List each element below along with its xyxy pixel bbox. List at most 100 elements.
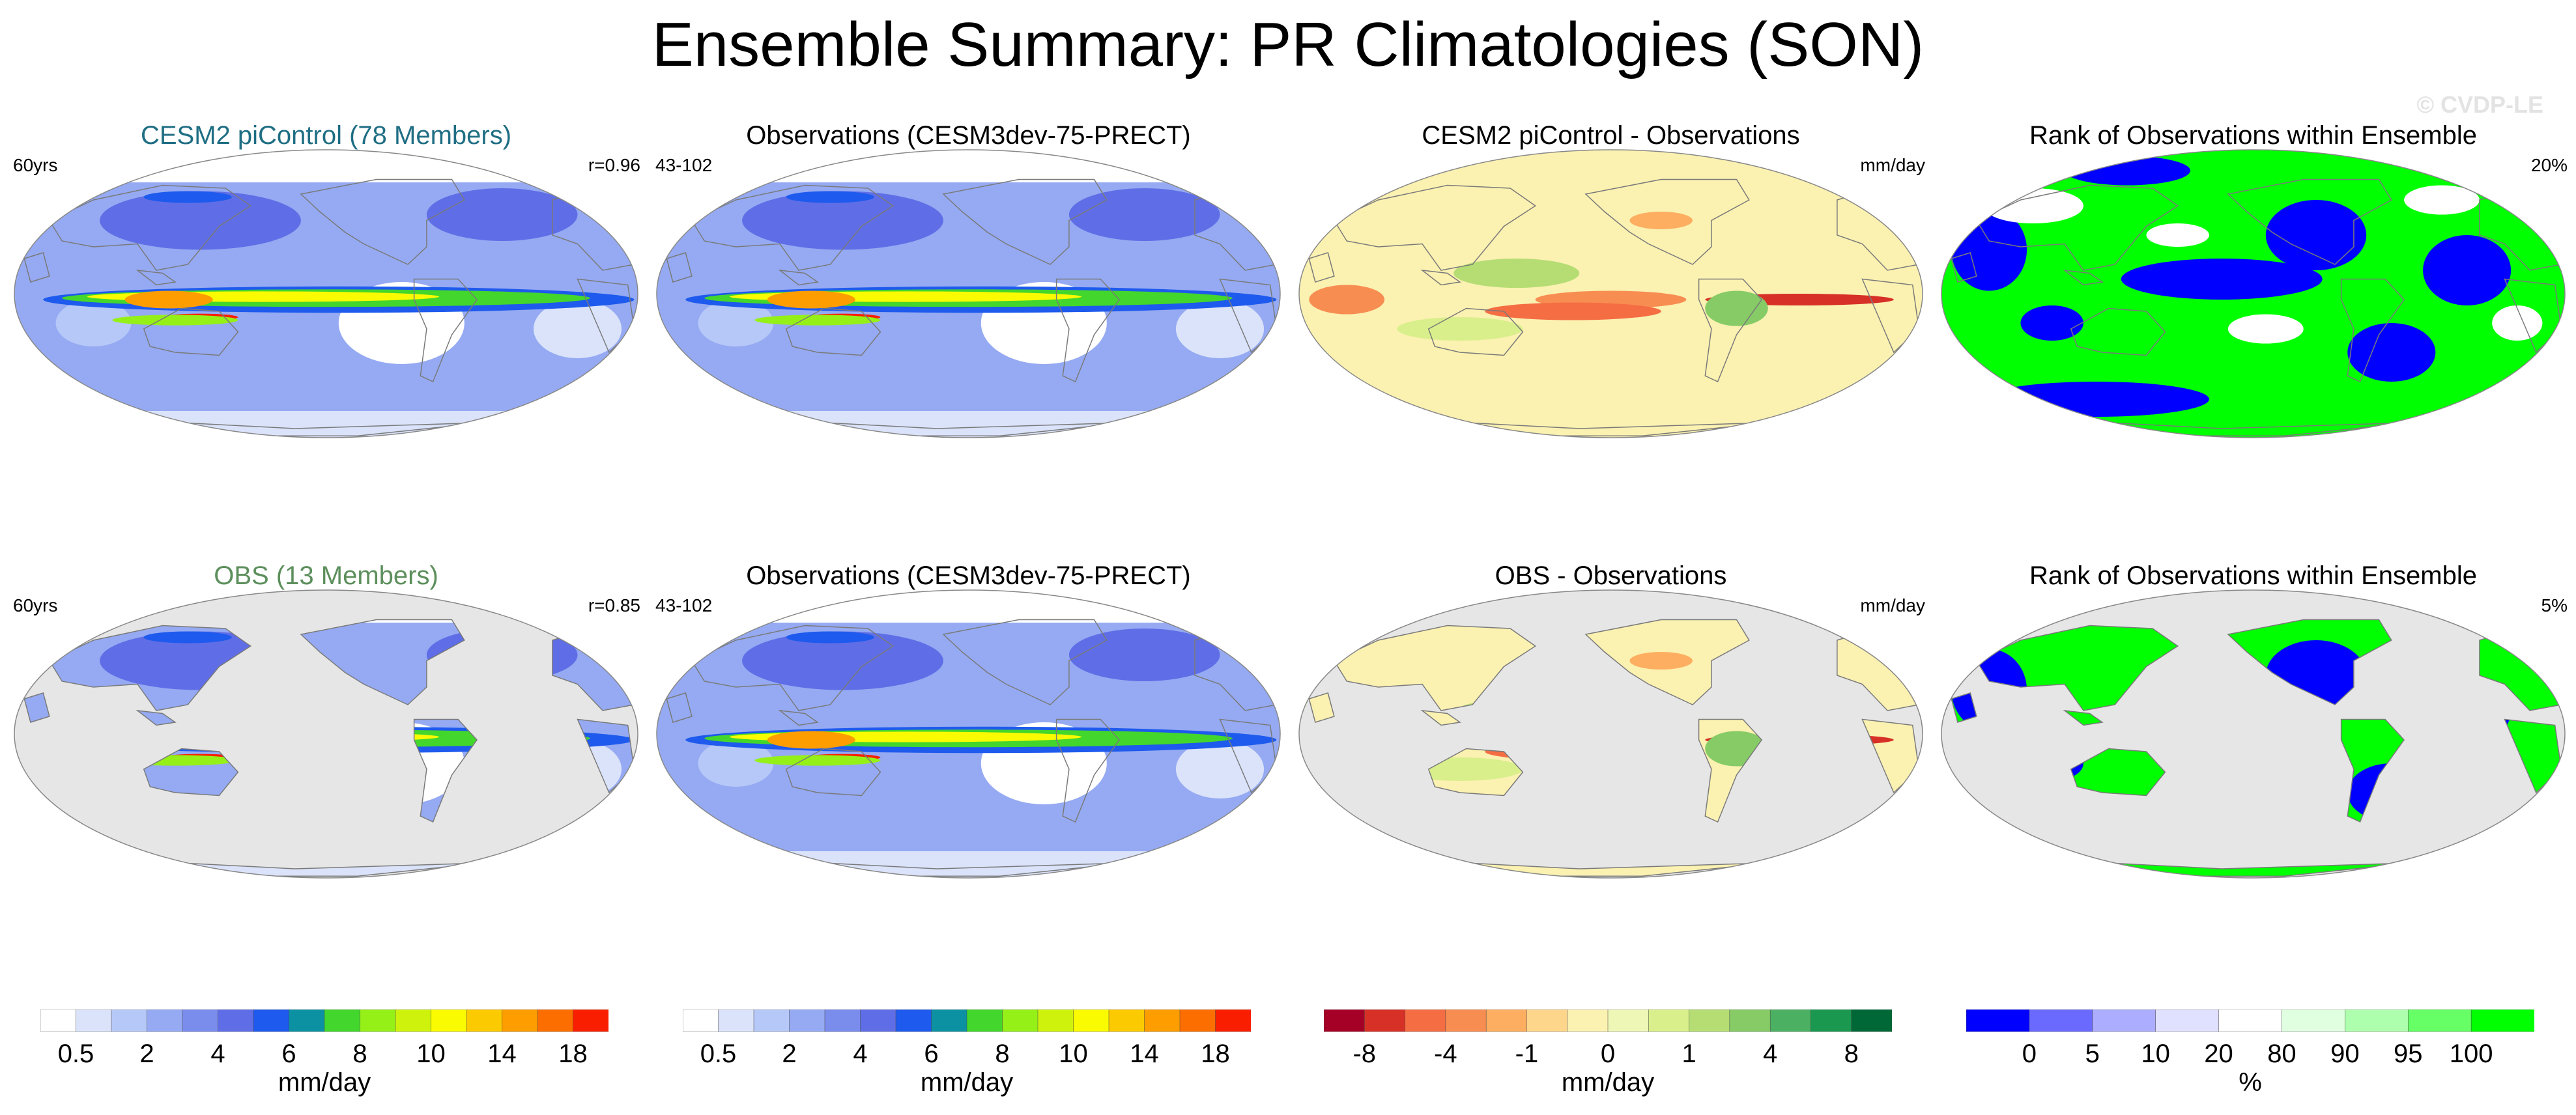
pr-kuroshio	[786, 191, 874, 203]
map-border	[656, 149, 1281, 438]
map-pr	[14, 589, 638, 879]
panel-title: Observations (CESM3dev-75-PRECT)	[746, 121, 1191, 150]
colorbar-swatch	[1966, 1009, 2030, 1032]
colorbar-swatch	[40, 1009, 77, 1032]
coastline	[48, 184, 252, 271]
coastline	[136, 709, 177, 726]
colorbar-tick-label: 90	[2330, 1039, 2360, 1068]
panel-title: OBS (13 Members)	[214, 561, 438, 590]
colorbar-swatch	[1215, 1009, 1251, 1032]
coastline	[666, 692, 693, 723]
pr-spcz	[754, 755, 881, 766]
panel-left-label: 43-102	[655, 155, 713, 175]
colorbar-tick-label: -1	[1515, 1039, 1539, 1068]
coastline	[1333, 184, 1537, 271]
colorbar-swatch	[218, 1009, 254, 1032]
coastline	[1951, 692, 1977, 723]
rank-mid-region	[2492, 305, 2543, 341]
map-pr	[656, 149, 1281, 438]
colorbar-swatch	[395, 1009, 432, 1032]
colorbar-swatch	[1037, 1009, 1074, 1032]
colorbar-swatch	[1485, 1009, 1528, 1032]
pr-polar-north	[14, 150, 638, 182]
rank-mid-region	[2404, 185, 2480, 215]
coastline	[785, 748, 881, 797]
diff-wet-anomaly	[1705, 290, 1768, 326]
coastline	[1427, 748, 1524, 797]
colorbar-swatch	[753, 1009, 790, 1032]
pr-warm-pool	[124, 290, 213, 309]
coastline	[778, 269, 819, 286]
coastline	[1055, 278, 1121, 383]
watermark: © CVDP-LE	[2416, 91, 2543, 118]
colorbar-swatch	[2470, 1009, 2534, 1032]
colorbar-pr_climatology_colorbar	[40, 1009, 608, 1032]
panel-right-label: mm/day	[1860, 155, 1925, 175]
pr-storm-track-atlantic	[1068, 628, 1220, 681]
pr-spcz	[754, 315, 881, 326]
colorbar-tick-label: 8	[1844, 1039, 1859, 1068]
pr-dry-zone-sio	[55, 300, 132, 346]
colorbar-swatch	[683, 1009, 719, 1032]
colorbar-swatch	[789, 1009, 825, 1032]
colorbar-tick-label: 80	[2267, 1039, 2297, 1068]
colorbar-tick-label: 14	[1130, 1039, 1159, 1068]
coastline	[778, 709, 819, 726]
colorbar-swatch	[1567, 1009, 1609, 1032]
pr-dry-zone-sio	[698, 740, 774, 787]
panel-title: CESM2 piControl - Observations	[1422, 121, 1800, 150]
map-rank	[1941, 589, 2566, 879]
coastline	[2227, 178, 2392, 265]
colorbar-swatch	[466, 1009, 503, 1032]
colorbar-tick-label: 18	[558, 1039, 588, 1068]
coastline	[2227, 619, 2392, 705]
colorbar-swatch	[824, 1009, 861, 1032]
map-diff	[1298, 149, 1923, 438]
colorbar-swatch	[1445, 1009, 1487, 1032]
pr-storm-track-atlantic	[1068, 188, 1220, 241]
coastline	[1698, 278, 1763, 383]
colorbar-unit: %	[2239, 1068, 2262, 1097]
colorbar-swatch	[76, 1009, 112, 1032]
colorbar-swatch	[2345, 1009, 2409, 1032]
diff-dry-anomaly	[1309, 285, 1385, 315]
pr-dry-zone-satl	[533, 300, 622, 358]
map-border	[1941, 149, 2566, 438]
rank-low-region	[2121, 259, 2323, 300]
colorbar-swatch	[1689, 1009, 1730, 1032]
colorbar-tick-label: 8	[995, 1039, 1010, 1068]
rank-low-region	[2347, 323, 2436, 382]
colorbar-tick-label: 20	[2204, 1039, 2233, 1068]
colorbar-swatch	[966, 1009, 1003, 1032]
colorbar-swatch	[1607, 1009, 1650, 1032]
colorbar-swatch	[2282, 1009, 2346, 1032]
colorbar-tick-label: 5	[2085, 1039, 2100, 1068]
coastline	[2063, 269, 2104, 286]
colorbar-swatch	[537, 1009, 574, 1032]
colorbar-swatch	[895, 1009, 932, 1032]
panel-right-label: r=0.96	[588, 155, 640, 175]
coastline	[942, 619, 1108, 705]
coastline	[2063, 709, 2104, 726]
rank-mid-region	[2227, 314, 2304, 344]
colorbar-tick-label: 18	[1201, 1039, 1230, 1068]
coastline	[1698, 718, 1763, 823]
coastline	[666, 252, 693, 283]
colorbar-swatch	[147, 1009, 183, 1032]
colorbar-swatch	[2218, 1009, 2283, 1032]
panel-right-label: 20%	[2530, 155, 2568, 175]
coastline	[300, 178, 465, 265]
colorbar-swatch	[1729, 1009, 1771, 1032]
panel-left-label: 43-102	[655, 595, 713, 615]
coastline	[143, 307, 239, 356]
pr-kuroshio	[143, 191, 232, 203]
colorbar-swatch	[1324, 1009, 1366, 1032]
coastline	[1584, 619, 1750, 705]
colorbar-swatch	[1002, 1009, 1038, 1032]
panel-title: OBS - Observations	[1495, 561, 1727, 590]
figure-title: Ensemble Summary: PR Climatologies (SON)	[651, 10, 1925, 79]
panel-title: Rank of Observations within Ensemble	[2029, 561, 2477, 590]
pr-storm-track-atlantic	[426, 188, 578, 241]
colorbar-unit: mm/day	[1561, 1068, 1655, 1097]
diff-dry-anomaly	[1629, 652, 1693, 670]
